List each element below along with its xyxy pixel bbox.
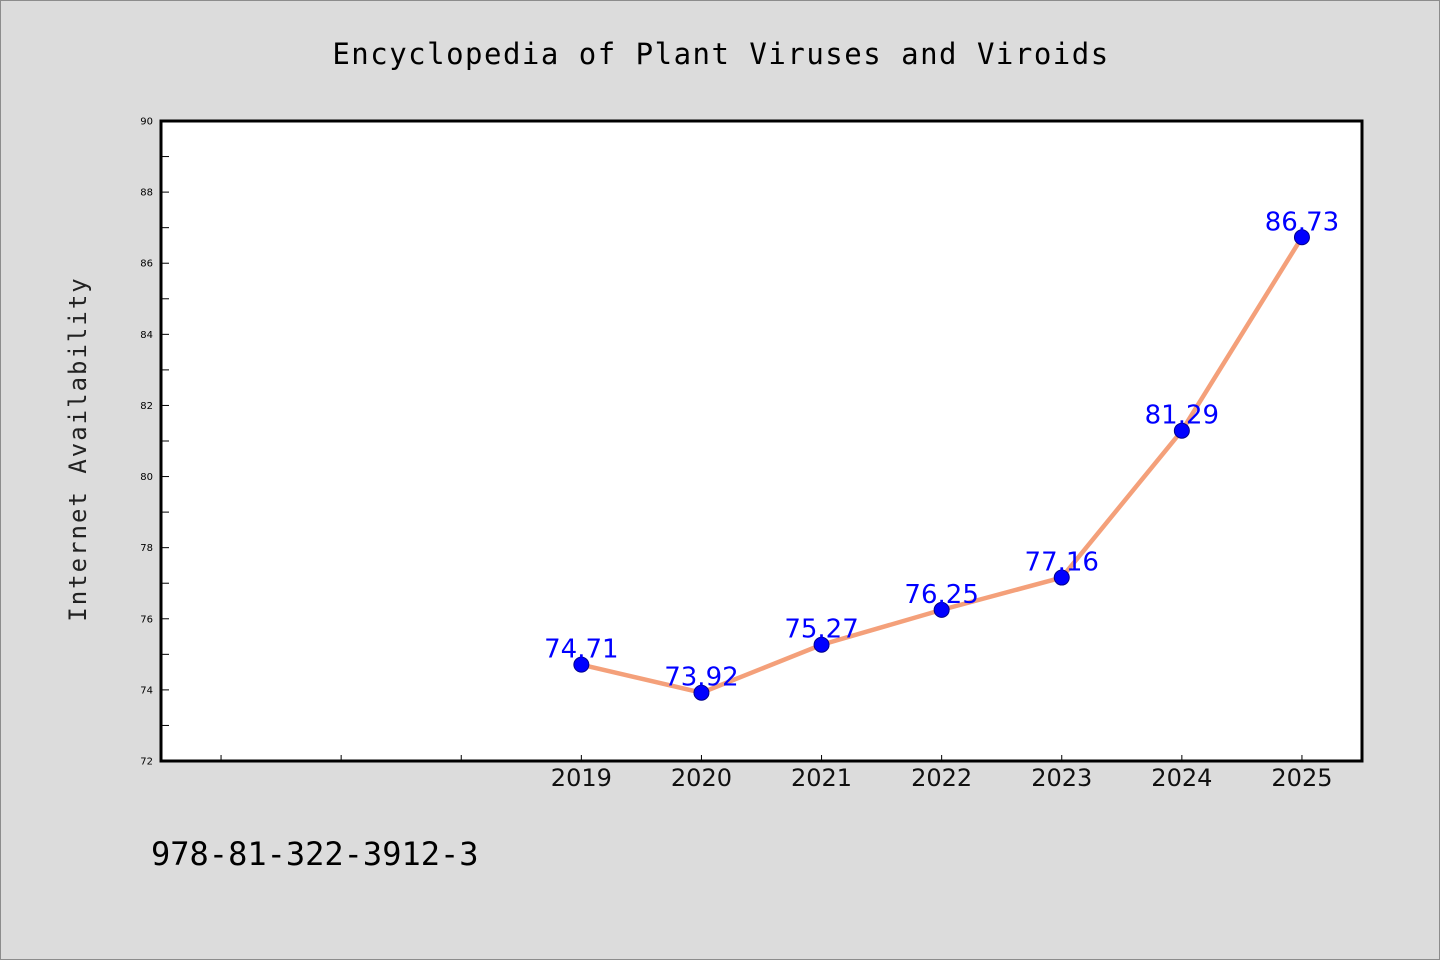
x-tick-label: 2022 [911, 764, 972, 792]
x-tick-label: 2023 [1031, 764, 1092, 792]
data-point [813, 636, 830, 653]
y-tick-label: 90 [140, 117, 153, 128]
y-axis-ticks: 72 74 76 78 80 82 84 86 88 90 [140, 117, 169, 768]
data-label: 81.29 [1145, 401, 1219, 431]
data-label: 86.73 [1265, 207, 1339, 237]
data-point [693, 684, 710, 701]
x-tick-label: 2020 [671, 764, 732, 792]
y-tick-label: 82 [140, 401, 153, 412]
chart-title: Encyclopedia of Plant Viruses and Viroid… [332, 37, 1109, 71]
y-tick-label: 80 [140, 472, 153, 483]
data-label: 75.27 [784, 615, 858, 645]
plot-area [161, 121, 1362, 761]
data-point [1293, 229, 1310, 246]
x-tick-label: 2019 [551, 764, 612, 792]
data-point [1053, 569, 1070, 586]
footer-isbn: 978-81-322-3912-3 [151, 835, 479, 873]
data-point [933, 601, 950, 618]
x-tick-label: 2021 [791, 764, 852, 792]
data-label: 73.92 [664, 663, 738, 693]
y-tick-label: 74 [140, 685, 153, 696]
data-label: 77.16 [1025, 548, 1099, 578]
data-label: 76.25 [904, 580, 978, 610]
data-markers [573, 229, 1310, 701]
y-tick-label: 76 [140, 614, 153, 625]
x-tick-label: 2025 [1271, 764, 1332, 792]
x-axis-ticks: 2019 2020 2021 2022 2023 2024 2025 [220, 755, 1332, 792]
y-tick-label: 88 [140, 188, 153, 199]
data-labels: 74.71 73.92 75.27 76.25 77.16 81.29 86.73 [544, 207, 1339, 692]
y-tick-label: 78 [140, 543, 153, 554]
y-tick-label: 72 [140, 757, 153, 768]
data-point [1173, 422, 1190, 439]
y-tick-label: 86 [140, 259, 153, 270]
x-tick-label: 2024 [1151, 764, 1212, 792]
data-label: 74.71 [544, 635, 618, 665]
plot-frame [159, 119, 1364, 763]
y-tick-label: 84 [140, 330, 153, 341]
y-axis-label: Internet Availability [64, 276, 92, 621]
data-point [573, 656, 590, 673]
